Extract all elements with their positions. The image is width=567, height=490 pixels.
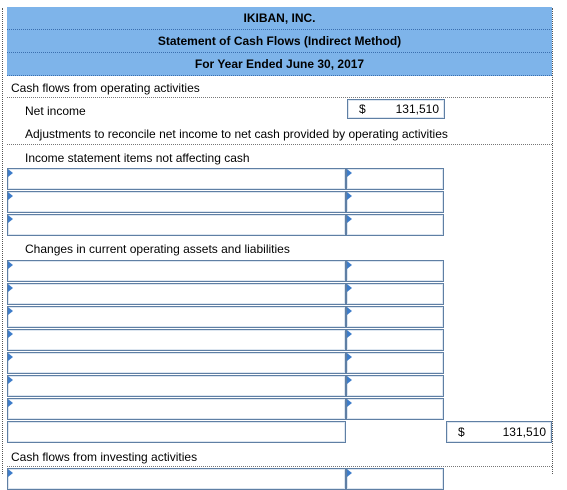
- net-income-value-group: $ 131,510: [347, 99, 445, 119]
- change-item-6-amount-input[interactable]: [346, 375, 444, 397]
- income-items-label: Income statement items not affecting cas…: [25, 151, 250, 165]
- net-cash-operating-total-cell: [446, 421, 552, 443]
- right-dotted-border: [552, 8, 553, 474]
- row-divider: [7, 466, 552, 467]
- net-income-currency: $: [359, 102, 366, 116]
- change-item-2-description-input[interactable]: [7, 283, 346, 305]
- row-divider: [7, 97, 552, 98]
- income-item-2-amount-input[interactable]: [346, 191, 444, 213]
- statement-title: Statement of Cash Flows (Indirect Method…: [7, 30, 552, 53]
- investing-item-1-amount-input[interactable]: [346, 468, 444, 490]
- change-item-4-amount-input[interactable]: [346, 329, 444, 351]
- net-income-cell: [347, 99, 445, 119]
- change-item-1-amount-input[interactable]: [346, 260, 444, 282]
- change-item-7-description-input[interactable]: [7, 398, 346, 420]
- row-divider: [7, 144, 552, 145]
- income-item-3-description-input[interactable]: [7, 214, 346, 236]
- investing-heading: Cash flows from investing activities: [11, 450, 198, 464]
- changes-label: Changes in current operating assets and …: [25, 242, 290, 256]
- change-item-6-description-input[interactable]: [7, 375, 346, 397]
- cash-flow-worksheet: IKIBAN, INC. Statement of Cash Flows (In…: [2, 7, 553, 490]
- change-item-2-amount-input[interactable]: [346, 283, 444, 305]
- change-item-3-description-input[interactable]: [7, 306, 346, 328]
- change-item-5-amount-input[interactable]: [346, 352, 444, 374]
- net-income-value: 131,510: [395, 102, 439, 116]
- statement-period: For Year Ended June 30, 2017: [7, 53, 552, 76]
- company-name: IKIBAN, INC.: [7, 7, 552, 30]
- total-currency: $: [458, 425, 465, 439]
- net-cash-operating-label-input[interactable]: [7, 421, 346, 443]
- change-item-3-amount-input[interactable]: [346, 306, 444, 328]
- operating-heading: Cash flows from operating activities: [11, 81, 200, 95]
- change-item-4-description-input[interactable]: [7, 329, 346, 351]
- investing-item-1-description-input[interactable]: [7, 468, 346, 490]
- adjustments-label: Adjustments to reconcile net income to n…: [25, 127, 448, 141]
- change-item-5-description-input[interactable]: [7, 352, 346, 374]
- income-item-2-description-input[interactable]: [7, 191, 346, 213]
- income-item-3-amount-input[interactable]: [346, 214, 444, 236]
- total-value: 131,510: [502, 425, 546, 439]
- income-item-1-amount-input[interactable]: [346, 168, 444, 190]
- net-cash-operating-total-group: $ 131,510: [446, 421, 552, 443]
- left-dotted-border: [2, 8, 3, 474]
- income-item-1-description-input[interactable]: [7, 168, 346, 190]
- change-item-1-description-input[interactable]: [7, 260, 346, 282]
- change-item-7-amount-input[interactable]: [346, 398, 444, 420]
- net-income-label: Net income: [25, 104, 86, 118]
